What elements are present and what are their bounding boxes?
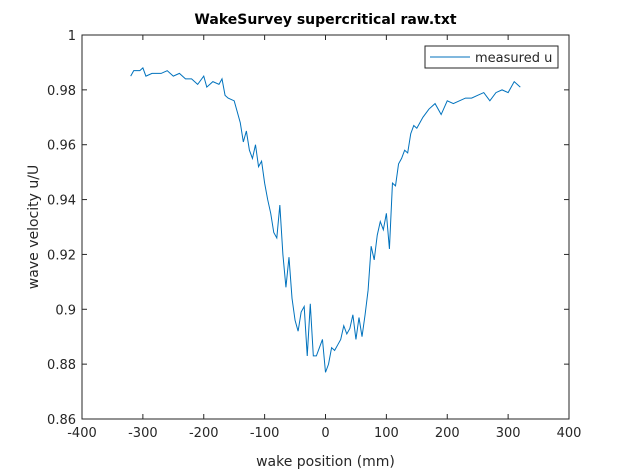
y-tick-label: 1 <box>68 29 76 44</box>
y-tick-label: 0.98 <box>47 84 76 99</box>
x-tick-label: -200 <box>189 426 219 441</box>
x-tick-label: 300 <box>496 426 521 441</box>
x-tick-label: 200 <box>435 426 460 441</box>
x-tick-label: -100 <box>250 426 280 441</box>
y-tick-label: 0.86 <box>47 413 76 428</box>
plot-area <box>81 34 570 420</box>
y-tick-label: 0.88 <box>47 358 76 373</box>
y-tick-label: 0.92 <box>47 248 76 263</box>
x-tick-label: 0 <box>321 426 329 441</box>
legend-label: measured u <box>475 51 552 66</box>
x-tick-label: 400 <box>557 426 582 441</box>
data-line <box>130 67 521 373</box>
y-axis-label: wave velocity u/U <box>26 165 42 289</box>
y-tick-label: 0.94 <box>47 194 76 209</box>
y-tick-label: 0.96 <box>47 139 76 154</box>
x-tick-label: 100 <box>374 426 399 441</box>
chart-title: WakeSurvey supercritical raw.txt <box>194 12 456 28</box>
x-tick-label: -300 <box>128 426 158 441</box>
x-axis-label: wake position (mm) <box>256 454 395 470</box>
y-tick-label: 0.9 <box>55 303 76 318</box>
legend-box <box>424 45 559 69</box>
x-tick-label: -400 <box>67 426 97 441</box>
